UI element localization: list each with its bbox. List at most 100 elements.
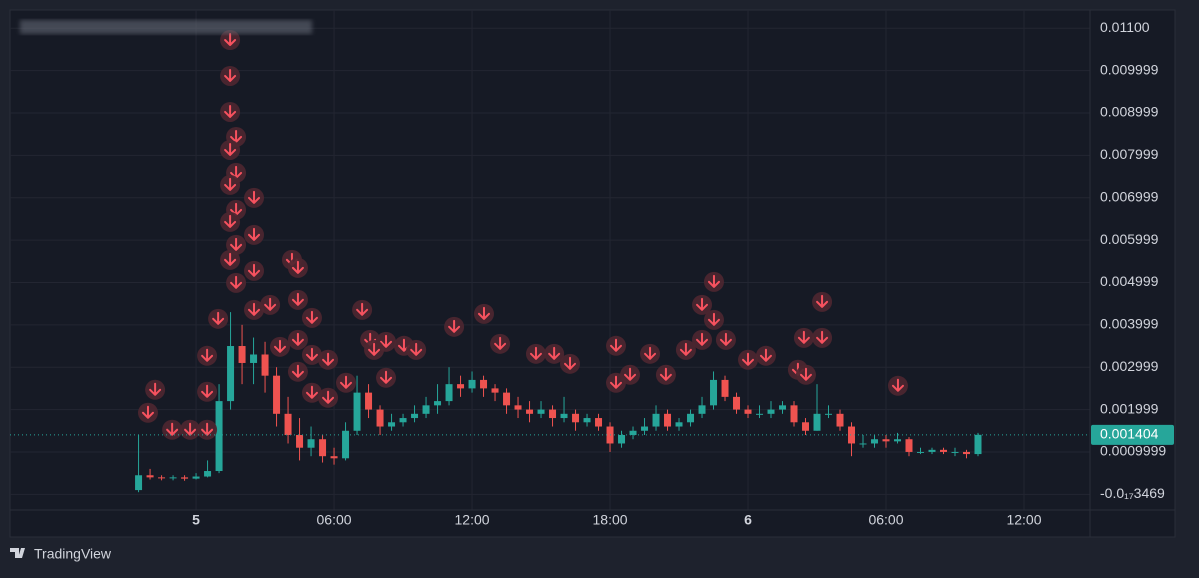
signal-arrow <box>291 332 304 346</box>
candle-body <box>376 409 384 427</box>
signal-arrow <box>410 342 423 356</box>
candle-body <box>353 392 361 431</box>
sell-signal <box>208 308 229 329</box>
candle-body <box>330 456 338 459</box>
candle-body <box>871 439 879 444</box>
y-tick-label: 0.009999 <box>1100 61 1159 77</box>
y-tick-label: 0.002999 <box>1100 358 1159 374</box>
candle-body <box>411 413 419 419</box>
candle-body <box>434 401 442 406</box>
signal-arrow <box>149 382 162 396</box>
candle-body <box>641 426 649 431</box>
y-tick-label: 0.008999 <box>1100 104 1159 120</box>
sell-signal <box>260 294 281 315</box>
candle-body <box>698 405 706 414</box>
x-tick-label: 5 <box>192 512 200 528</box>
candle-body <box>215 401 223 472</box>
signal-arrow <box>494 336 507 350</box>
sell-signal <box>220 139 241 160</box>
sell-signal <box>703 309 724 330</box>
y-tick-label: 0.003999 <box>1100 316 1159 332</box>
candle-body <box>181 477 189 479</box>
signal-arrow <box>696 297 709 311</box>
sell-signal <box>738 349 759 370</box>
sell-signal <box>287 329 308 350</box>
sell-signal <box>137 402 158 423</box>
sell-signal <box>675 339 696 360</box>
candle-body <box>629 430 637 435</box>
candle-body <box>962 451 970 455</box>
candle-body <box>227 346 235 402</box>
sell-signal <box>226 234 247 255</box>
candle-body <box>802 422 810 431</box>
sell-signal <box>620 364 641 385</box>
candle-body <box>365 392 373 410</box>
sell-signal <box>364 339 385 360</box>
sell-signal <box>887 375 908 396</box>
sell-signal <box>755 345 776 366</box>
signal-arrow <box>548 346 561 360</box>
candle-body <box>894 439 902 442</box>
signal-arrow <box>659 367 672 381</box>
sell-signal <box>715 329 736 350</box>
sell-signal <box>197 345 218 366</box>
x-tick-label: 12:00 <box>1006 512 1041 528</box>
candle-body <box>480 379 488 389</box>
candle-body <box>940 449 948 452</box>
candle-body <box>917 451 925 453</box>
signal-arrow <box>248 190 261 204</box>
candle-body <box>537 409 545 414</box>
candle-body <box>503 392 511 406</box>
candle-body <box>721 379 729 397</box>
axes: 0.01100 0.009999 0.008999 0.007999 0.006999 0… <box>192 19 1174 528</box>
signal-arrow <box>564 356 577 370</box>
signal-arrow <box>644 346 657 360</box>
last-price-label: 0.001404 <box>1100 426 1159 442</box>
candle-body <box>342 430 350 459</box>
signal-arrow <box>610 338 623 352</box>
sell-signal <box>793 327 814 348</box>
blurred-title <box>20 20 312 34</box>
sell-signal <box>640 343 661 364</box>
candle-body <box>514 405 522 410</box>
sell-signal <box>812 291 833 312</box>
candle-body <box>158 477 166 479</box>
signal-arrow <box>224 252 237 266</box>
sell-signal <box>336 372 357 393</box>
y-tick-label: 0.0009999 <box>1100 443 1166 459</box>
candle-body <box>572 413 580 423</box>
logo-mark <box>10 548 25 558</box>
sell-signal <box>220 101 241 122</box>
signal-arrow <box>340 375 353 389</box>
sell-signal <box>220 65 241 86</box>
candle-body <box>836 413 844 427</box>
y-tick-label: 0.001999 <box>1100 400 1159 416</box>
candle-body <box>652 413 660 427</box>
signal-arrow <box>679 342 692 356</box>
sell-signal <box>287 257 308 278</box>
x-tick-label: 18:00 <box>593 512 628 528</box>
sell-signal <box>606 335 627 356</box>
sell-signal <box>220 174 241 195</box>
signal-arrow <box>305 347 318 361</box>
signal-arrow <box>224 214 237 228</box>
candle-body <box>388 422 396 427</box>
candle-body <box>951 451 959 453</box>
signal-arrow <box>224 142 237 156</box>
x-tick-label: 06:00 <box>868 512 903 528</box>
sell-signal <box>287 289 308 310</box>
candle-body <box>468 379 476 389</box>
signal-arrow <box>305 310 318 324</box>
y-tick-label: -0.0₁₇3469 <box>1100 485 1165 501</box>
signal-arrow <box>230 275 243 289</box>
sell-signal <box>376 367 397 388</box>
sell-signal <box>703 271 724 292</box>
signal-arrow <box>201 384 214 398</box>
candle-body <box>779 405 787 410</box>
signal-arrow <box>816 294 829 308</box>
y-tick-label: 0.01100 <box>1100 19 1150 35</box>
signal-arrow <box>224 68 237 82</box>
signal-arrow <box>248 302 261 316</box>
plot <box>10 30 1090 493</box>
candle-body <box>790 405 798 423</box>
